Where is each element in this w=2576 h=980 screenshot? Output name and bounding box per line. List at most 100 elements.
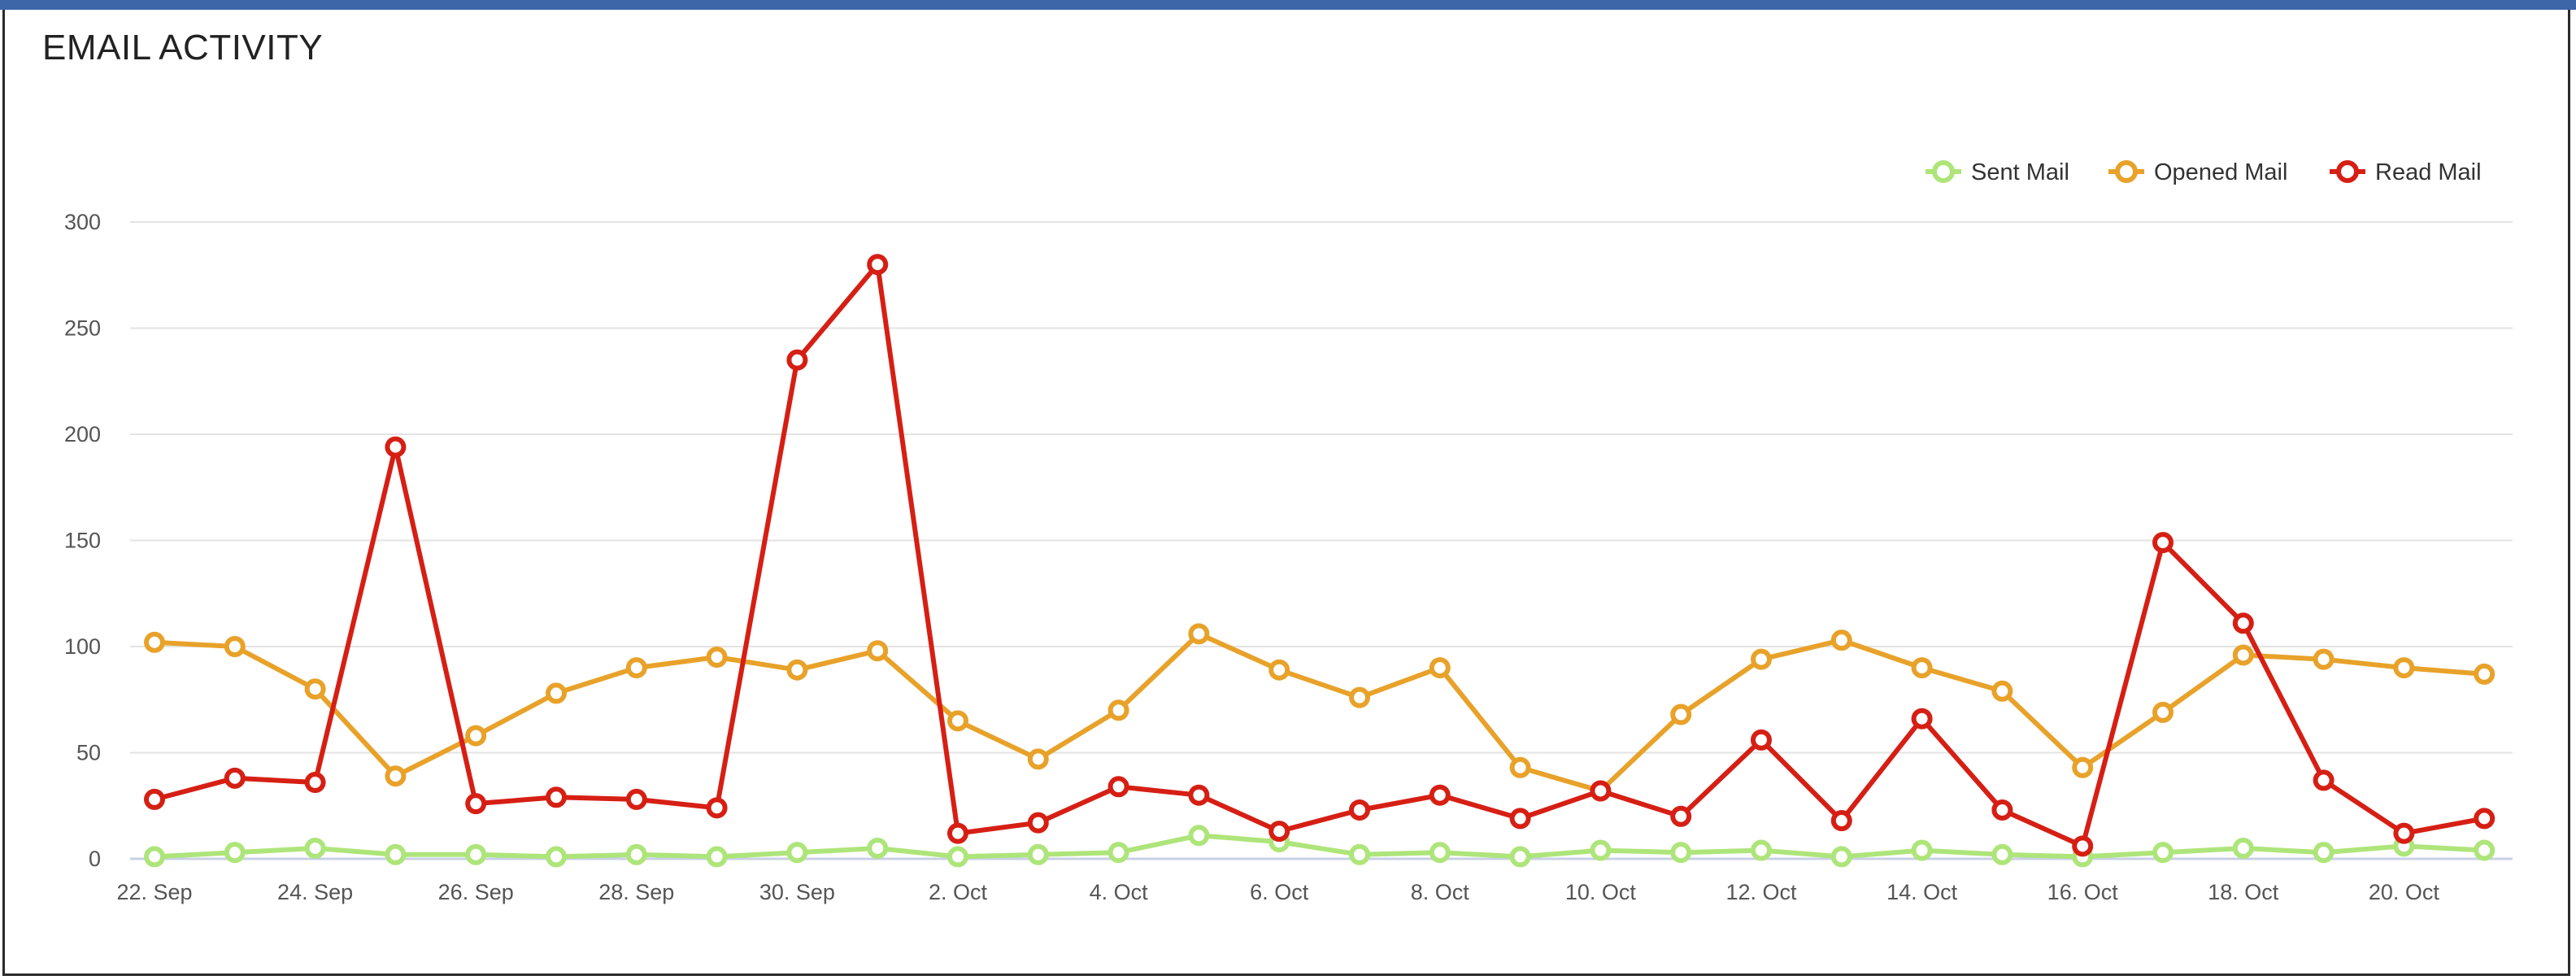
series-read-mail (144, 254, 2496, 857)
data-point[interactable] (2313, 769, 2334, 791)
data-point[interactable] (1349, 843, 1370, 865)
data-point[interactable] (1830, 810, 1852, 832)
data-point[interactable] (144, 788, 165, 810)
data-point[interactable] (947, 710, 968, 732)
data-point[interactable] (2393, 657, 2415, 679)
series-line (154, 833, 2485, 860)
data-point[interactable] (2232, 644, 2254, 666)
data-point[interactable] (1107, 842, 1129, 864)
data-point[interactable] (1027, 748, 1049, 770)
data-point[interactable] (1830, 629, 1852, 651)
data-point[interactable] (1751, 839, 1772, 861)
data-point[interactable] (2474, 839, 2496, 861)
data-point[interactable] (1751, 729, 1772, 751)
legend-item[interactable]: Opened Mail (2108, 159, 2287, 185)
data-point[interactable] (1349, 799, 1370, 821)
data-point[interactable] (1590, 839, 1612, 861)
data-point[interactable] (1991, 799, 2013, 821)
data-point[interactable] (2313, 648, 2334, 670)
data-point[interactable] (1751, 648, 1772, 670)
data-point[interactable] (304, 772, 326, 794)
data-point[interactable] (786, 842, 808, 864)
data-point[interactable] (144, 846, 165, 868)
data-point[interactable] (1670, 703, 1692, 725)
y-tick-label: 100 (64, 634, 101, 659)
data-point[interactable] (1509, 756, 1531, 778)
data-point[interactable] (546, 786, 567, 808)
data-point[interactable] (1268, 821, 1290, 843)
data-point[interactable] (1188, 825, 1210, 847)
legend-item[interactable]: Sent Mail (1925, 159, 2069, 185)
data-point[interactable] (625, 843, 647, 865)
data-point[interactable] (947, 846, 968, 868)
x-tick-label: 14. Oct (1886, 880, 1958, 904)
data-point[interactable] (947, 822, 968, 844)
data-point[interactable] (1509, 846, 1531, 868)
data-point[interactable] (2152, 532, 2174, 554)
x-tick-label: 2. Oct (929, 880, 988, 904)
axis-layer: 0 50 100 150 200 250 300 22. Sep 24. Sep 26. Sep 2… (64, 210, 2439, 904)
data-point[interactable] (1027, 843, 1049, 865)
data-point[interactable] (706, 797, 728, 819)
chart-title: EMAIL ACTIVITY (42, 28, 324, 68)
data-point[interactable] (2393, 822, 2415, 844)
data-point[interactable] (867, 640, 889, 662)
data-point[interactable] (1188, 784, 1210, 806)
data-point[interactable] (1429, 842, 1451, 864)
data-point[interactable] (2152, 842, 2174, 864)
data-point[interactable] (2313, 842, 2334, 864)
data-point[interactable] (465, 843, 487, 865)
data-point[interactable] (1911, 708, 1933, 730)
data-point[interactable] (2072, 835, 2094, 857)
data-point[interactable] (2232, 837, 2254, 859)
data-point[interactable] (1509, 808, 1531, 830)
data-point[interactable] (2232, 612, 2254, 634)
data-point[interactable] (1830, 846, 1852, 868)
data-point[interactable] (786, 349, 808, 371)
data-point[interactable] (2474, 663, 2496, 685)
data-point[interactable] (385, 765, 407, 787)
x-tick-label: 28. Sep (598, 880, 674, 904)
data-point[interactable] (1590, 780, 1612, 802)
data-point[interactable] (2152, 701, 2174, 723)
data-point[interactable] (1429, 784, 1451, 806)
x-tick-label: 30. Sep (759, 880, 835, 904)
data-point[interactable] (1107, 776, 1129, 798)
data-point[interactable] (1107, 699, 1129, 721)
data-point[interactable] (786, 659, 808, 681)
data-point[interactable] (304, 837, 326, 859)
data-point[interactable] (625, 657, 647, 679)
data-point[interactable] (1911, 657, 1933, 679)
data-point[interactable] (224, 842, 246, 864)
data-point[interactable] (385, 843, 407, 865)
legend-item[interactable]: Read Mail (2330, 159, 2482, 185)
data-point[interactable] (625, 788, 647, 810)
data-point[interactable] (1670, 805, 1692, 827)
data-point[interactable] (1429, 657, 1451, 679)
data-point[interactable] (1911, 839, 1933, 861)
data-point[interactable] (1268, 659, 1290, 681)
data-point[interactable] (1670, 842, 1692, 864)
data-point[interactable] (1027, 812, 1049, 834)
legend[interactable]: Sent Mail Opened Mail Read Mail (1925, 159, 2482, 185)
data-point[interactable] (2474, 808, 2496, 830)
data-point[interactable] (546, 682, 567, 704)
data-point[interactable] (385, 436, 407, 458)
data-point[interactable] (144, 631, 165, 653)
data-point[interactable] (706, 647, 728, 669)
data-point[interactable] (706, 846, 728, 868)
data-point[interactable] (1188, 623, 1210, 645)
data-point[interactable] (2072, 756, 2094, 778)
data-point[interactable] (546, 846, 567, 868)
data-point[interactable] (867, 254, 889, 276)
data-point[interactable] (465, 725, 487, 747)
data-point[interactable] (304, 678, 326, 700)
data-point[interactable] (224, 636, 246, 657)
data-point[interactable] (1349, 686, 1370, 708)
data-point[interactable] (867, 837, 889, 859)
data-point[interactable] (465, 793, 487, 815)
data-point[interactable] (1991, 680, 2013, 702)
data-point[interactable] (1991, 843, 2013, 865)
data-point[interactable] (224, 767, 246, 789)
x-tick-label: 8. Oct (1411, 880, 1470, 904)
